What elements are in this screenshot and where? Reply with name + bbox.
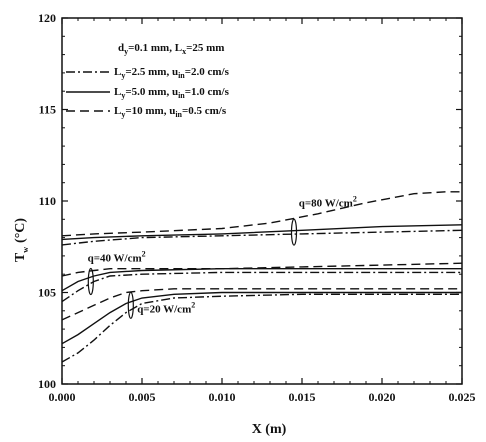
series-2-curve-3: [61, 224, 463, 241]
annotation-marker: [290, 218, 298, 246]
y-tick-label: 115: [39, 103, 56, 117]
y-axis-title: Tw(°C): [13, 218, 30, 262]
x-tick-label: 0.015: [289, 390, 316, 404]
y-tick-label: 100: [38, 377, 56, 391]
legend: dy=0.1 mm, Lx=25 mm Ly=2.5 mm, uin=2.0 c…: [66, 42, 230, 119]
x-tick-label: 0.010: [209, 390, 236, 404]
y-tick-label: 110: [39, 194, 56, 208]
annotation-q20: q=20 W/cm2: [137, 301, 195, 316]
y-tick-label: 120: [38, 11, 56, 25]
series-3-curve-3: [61, 191, 462, 237]
legend-entry-2: Ly=5.0 mm, uin=1.0 cm/s: [114, 86, 230, 100]
annotation-marker: [87, 267, 94, 296]
annotation-marker: [127, 291, 134, 319]
legend-entry-1: Ly=2.5 mm, uin=2.0 cm/s: [114, 66, 230, 80]
annotation-q40: q=40 W/cm2: [88, 249, 146, 264]
x-tick-label: 0.000: [49, 390, 76, 404]
series-1-curve-3: [61, 229, 463, 246]
x-tick-label: 0.020: [369, 390, 396, 404]
x-axis-title: X (m): [252, 422, 287, 437]
svg-text:Tw(°C): Tw(°C): [13, 218, 30, 262]
series-2-curve-2: [61, 268, 462, 292]
legend-entry-3: Ly=10 mm, uin=0.5 cm/s: [114, 105, 227, 119]
plot-layer: 0.000 0.005 0.010 0.015 0.020 0.025 100 105 110 1…: [38, 11, 476, 404]
annotation-q80: q=80 W/cm2: [299, 194, 357, 209]
y-tick-label: 105: [38, 286, 56, 300]
series-3-curve-1: [61, 288, 462, 321]
series-2-curve-1: [61, 291, 462, 345]
series-1-curve-1: [61, 293, 462, 363]
series-3-curve-2: [61, 262, 463, 277]
series-1-curve-2: [61, 271, 462, 303]
x-tick-label: 0.025: [449, 390, 476, 404]
x-tick-label: 0.005: [129, 390, 156, 404]
legend-header: dy=0.1 mm, Lx=25 mm: [118, 42, 224, 56]
